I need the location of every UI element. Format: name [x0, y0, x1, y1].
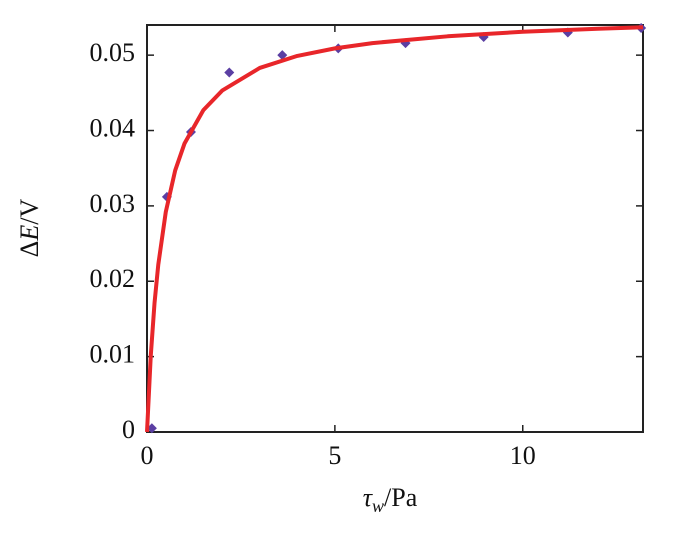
y-tick-label: 0 [122, 415, 135, 444]
x-label-symbol: τ [363, 483, 374, 512]
y-tick-label: 0.03 [90, 189, 136, 218]
x-tick-label: 5 [328, 441, 341, 470]
data-point [224, 67, 235, 78]
y-label-prefix: Δ [15, 241, 44, 258]
y-tick-label: 0.05 [90, 38, 136, 67]
y-tick-label: 0.02 [90, 264, 136, 293]
data-point [277, 50, 288, 61]
x-axis-label: τw/Pa [363, 483, 418, 516]
x-label-unit: /Pa [384, 483, 418, 512]
plot-frame [146, 24, 644, 433]
y-tick-label: 0.01 [90, 340, 136, 369]
x-tick-label: 10 [510, 441, 536, 470]
y-tick-label: 0.04 [90, 113, 136, 142]
x-label-subscript: w [372, 496, 384, 516]
y-axis-label: ΔE/V [15, 198, 44, 257]
y-label-symbol: E [15, 225, 44, 242]
data-point [146, 423, 157, 434]
y-label-unit: /V [15, 198, 44, 224]
x-tick-label: 0 [141, 441, 154, 470]
fit-curve [145, 25, 644, 433]
